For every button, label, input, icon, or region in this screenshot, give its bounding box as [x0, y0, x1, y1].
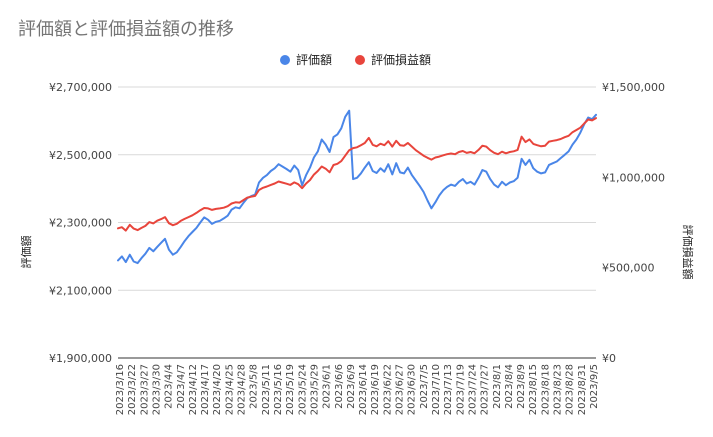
x-tick-label: 2023/4/17 [200, 364, 211, 415]
x-tick-label: 2023/5/19 [285, 364, 296, 415]
x-tick-label: 2023/7/27 [480, 364, 491, 415]
x-tick-label: 2023/7/10 [431, 364, 442, 415]
left-axis-title: 評価額 [19, 236, 33, 269]
x-tick-label: 2023/3/16 [115, 364, 126, 415]
right-tick-label: ¥0 [602, 352, 616, 365]
x-tick-label: 2023/8/1 [492, 364, 503, 409]
x-tick-label: 2023/8/18 [540, 364, 551, 415]
x-axis-ticks: 2023/3/16 2023/3/22 2023/3/27 2023/3/30 2023… [115, 364, 600, 415]
legend-item-valuation[interactable]: 評価額 [280, 52, 332, 67]
left-tick-label: ¥1,900,000 [49, 352, 112, 365]
x-tick-label: 2023/4/7 [176, 364, 187, 409]
left-tick-label: ¥2,300,000 [49, 217, 112, 230]
series-layer [117, 109, 597, 265]
x-tick-label: 2023/4/4 [164, 364, 175, 409]
series-line-gain [117, 117, 597, 232]
x-tick-label: 2023/3/22 [127, 364, 138, 415]
x-tick-label: 2023/6/6 [334, 364, 345, 409]
legend-item-gain[interactable]: 評価損益額 [355, 52, 431, 67]
x-tick-label: 2023/5/24 [297, 364, 308, 415]
x-tick-label: 2023/8/15 [528, 364, 539, 415]
x-tick-label: 2023/6/27 [395, 364, 406, 415]
x-tick-label: 2023/6/14 [358, 364, 369, 415]
x-tick-label: 2023/3/30 [152, 364, 163, 415]
x-tick-label: 2023/8/4 [504, 364, 515, 409]
x-tick-label: 2023/6/30 [407, 364, 418, 415]
x-tick-label: 2023/6/19 [370, 364, 381, 415]
x-tick-label: 2023/5/29 [310, 364, 321, 415]
chart-title: 評価額と評価損益額の推移 [18, 19, 234, 40]
x-tick-label: 2023/7/5 [419, 364, 430, 409]
x-tick-label: 2023/5/8 [249, 364, 260, 409]
x-tick-label: 2023/8/9 [516, 364, 527, 409]
x-tick-label: 2023/7/19 [455, 364, 466, 415]
x-tick-label: 2023/4/28 [237, 364, 248, 415]
x-tick-label: 2023/6/22 [382, 364, 393, 415]
legend-marker-gain [355, 55, 365, 65]
x-tick-label: 2023/7/24 [468, 364, 479, 415]
left-axis-ticks: ¥1,900,000 ¥2,100,000 ¥2,300,000 ¥2,500,000… [49, 81, 112, 365]
right-tick-label: ¥1,000,000 [602, 171, 665, 184]
right-tick-label: ¥1,500,000 [602, 81, 665, 94]
x-tick-label: 2023/6/1 [322, 364, 333, 409]
left-tick-label: ¥2,500,000 [49, 149, 112, 162]
x-tick-label: 2023/4/12 [188, 364, 199, 415]
x-tick-label: 2023/8/28 [565, 364, 576, 415]
x-tick-label: 2023/8/31 [577, 364, 588, 415]
gridlines [118, 86, 596, 359]
x-tick-label: 2023/4/25 [224, 364, 235, 415]
x-tick-label: 2023/9/5 [589, 364, 600, 409]
right-axis-title: 評価損益額 [681, 225, 695, 280]
left-tick-label: ¥2,100,000 [49, 284, 112, 297]
x-tick-label: 2023/7/13 [443, 364, 454, 415]
x-tick-label: 2023/4/20 [212, 364, 223, 415]
x-tick-label: 2023/5/16 [273, 364, 284, 415]
left-tick-label: ¥2,700,000 [49, 81, 112, 94]
series-line-valuation [117, 109, 597, 265]
legend: 評価額 評価損益額 [280, 52, 431, 67]
legend-marker-valuation [280, 55, 290, 65]
right-tick-label: ¥500,000 [602, 262, 655, 275]
right-axis-ticks: ¥0 ¥500,000 ¥1,000,000 ¥1,500,000 [602, 81, 665, 365]
legend-label-gain: 評価損益額 [371, 52, 431, 67]
x-tick-label: 2023/5/11 [261, 364, 272, 415]
legend-label-valuation: 評価額 [296, 52, 332, 67]
x-tick-label: 2023/6/9 [346, 364, 357, 409]
x-tick-label: 2023/3/27 [139, 364, 150, 415]
x-tick-label: 2023/8/23 [553, 364, 564, 415]
